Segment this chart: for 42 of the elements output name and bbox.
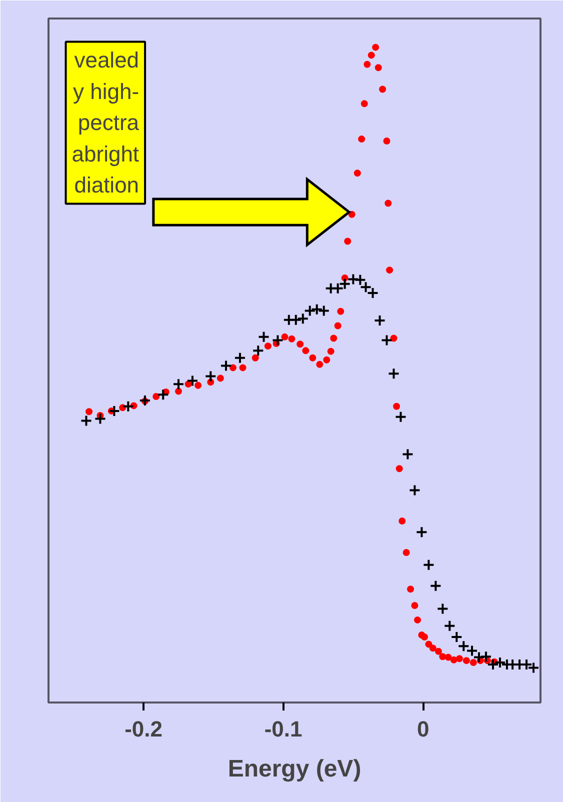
point	[366, 287, 379, 300]
point	[220, 360, 232, 372]
point	[234, 352, 246, 364]
x-tick-label: -0.2	[124, 716, 163, 742]
point	[290, 314, 302, 326]
point	[408, 484, 421, 496]
point	[252, 344, 264, 357]
point	[436, 602, 449, 615]
point	[528, 662, 540, 674]
point	[394, 410, 407, 423]
point	[272, 334, 284, 346]
point	[204, 370, 217, 382]
x-tick-label: 0	[416, 716, 430, 742]
point	[310, 303, 323, 316]
point	[258, 330, 270, 343]
x-tick-label: -0.1	[264, 716, 302, 742]
point	[444, 620, 456, 632]
point	[354, 274, 366, 286]
point	[450, 630, 463, 643]
x-axis-title: Energy (eV)	[228, 756, 362, 782]
point	[360, 281, 372, 294]
point	[157, 388, 170, 401]
annotation: vealed y high- pectra abright diation	[72, 48, 140, 198]
point	[458, 640, 470, 652]
point	[80, 414, 92, 427]
point	[416, 526, 428, 538]
point	[430, 580, 442, 592]
point	[473, 651, 485, 664]
point	[422, 558, 435, 571]
point	[380, 334, 393, 346]
point	[480, 650, 492, 663]
point	[402, 448, 414, 460]
point	[186, 374, 198, 387]
point	[388, 368, 400, 380]
point	[138, 394, 151, 406]
point	[172, 378, 184, 390]
point	[466, 644, 478, 657]
point	[108, 404, 120, 417]
point	[94, 412, 106, 425]
point	[318, 304, 330, 317]
point	[122, 400, 134, 412]
point	[374, 314, 386, 327]
